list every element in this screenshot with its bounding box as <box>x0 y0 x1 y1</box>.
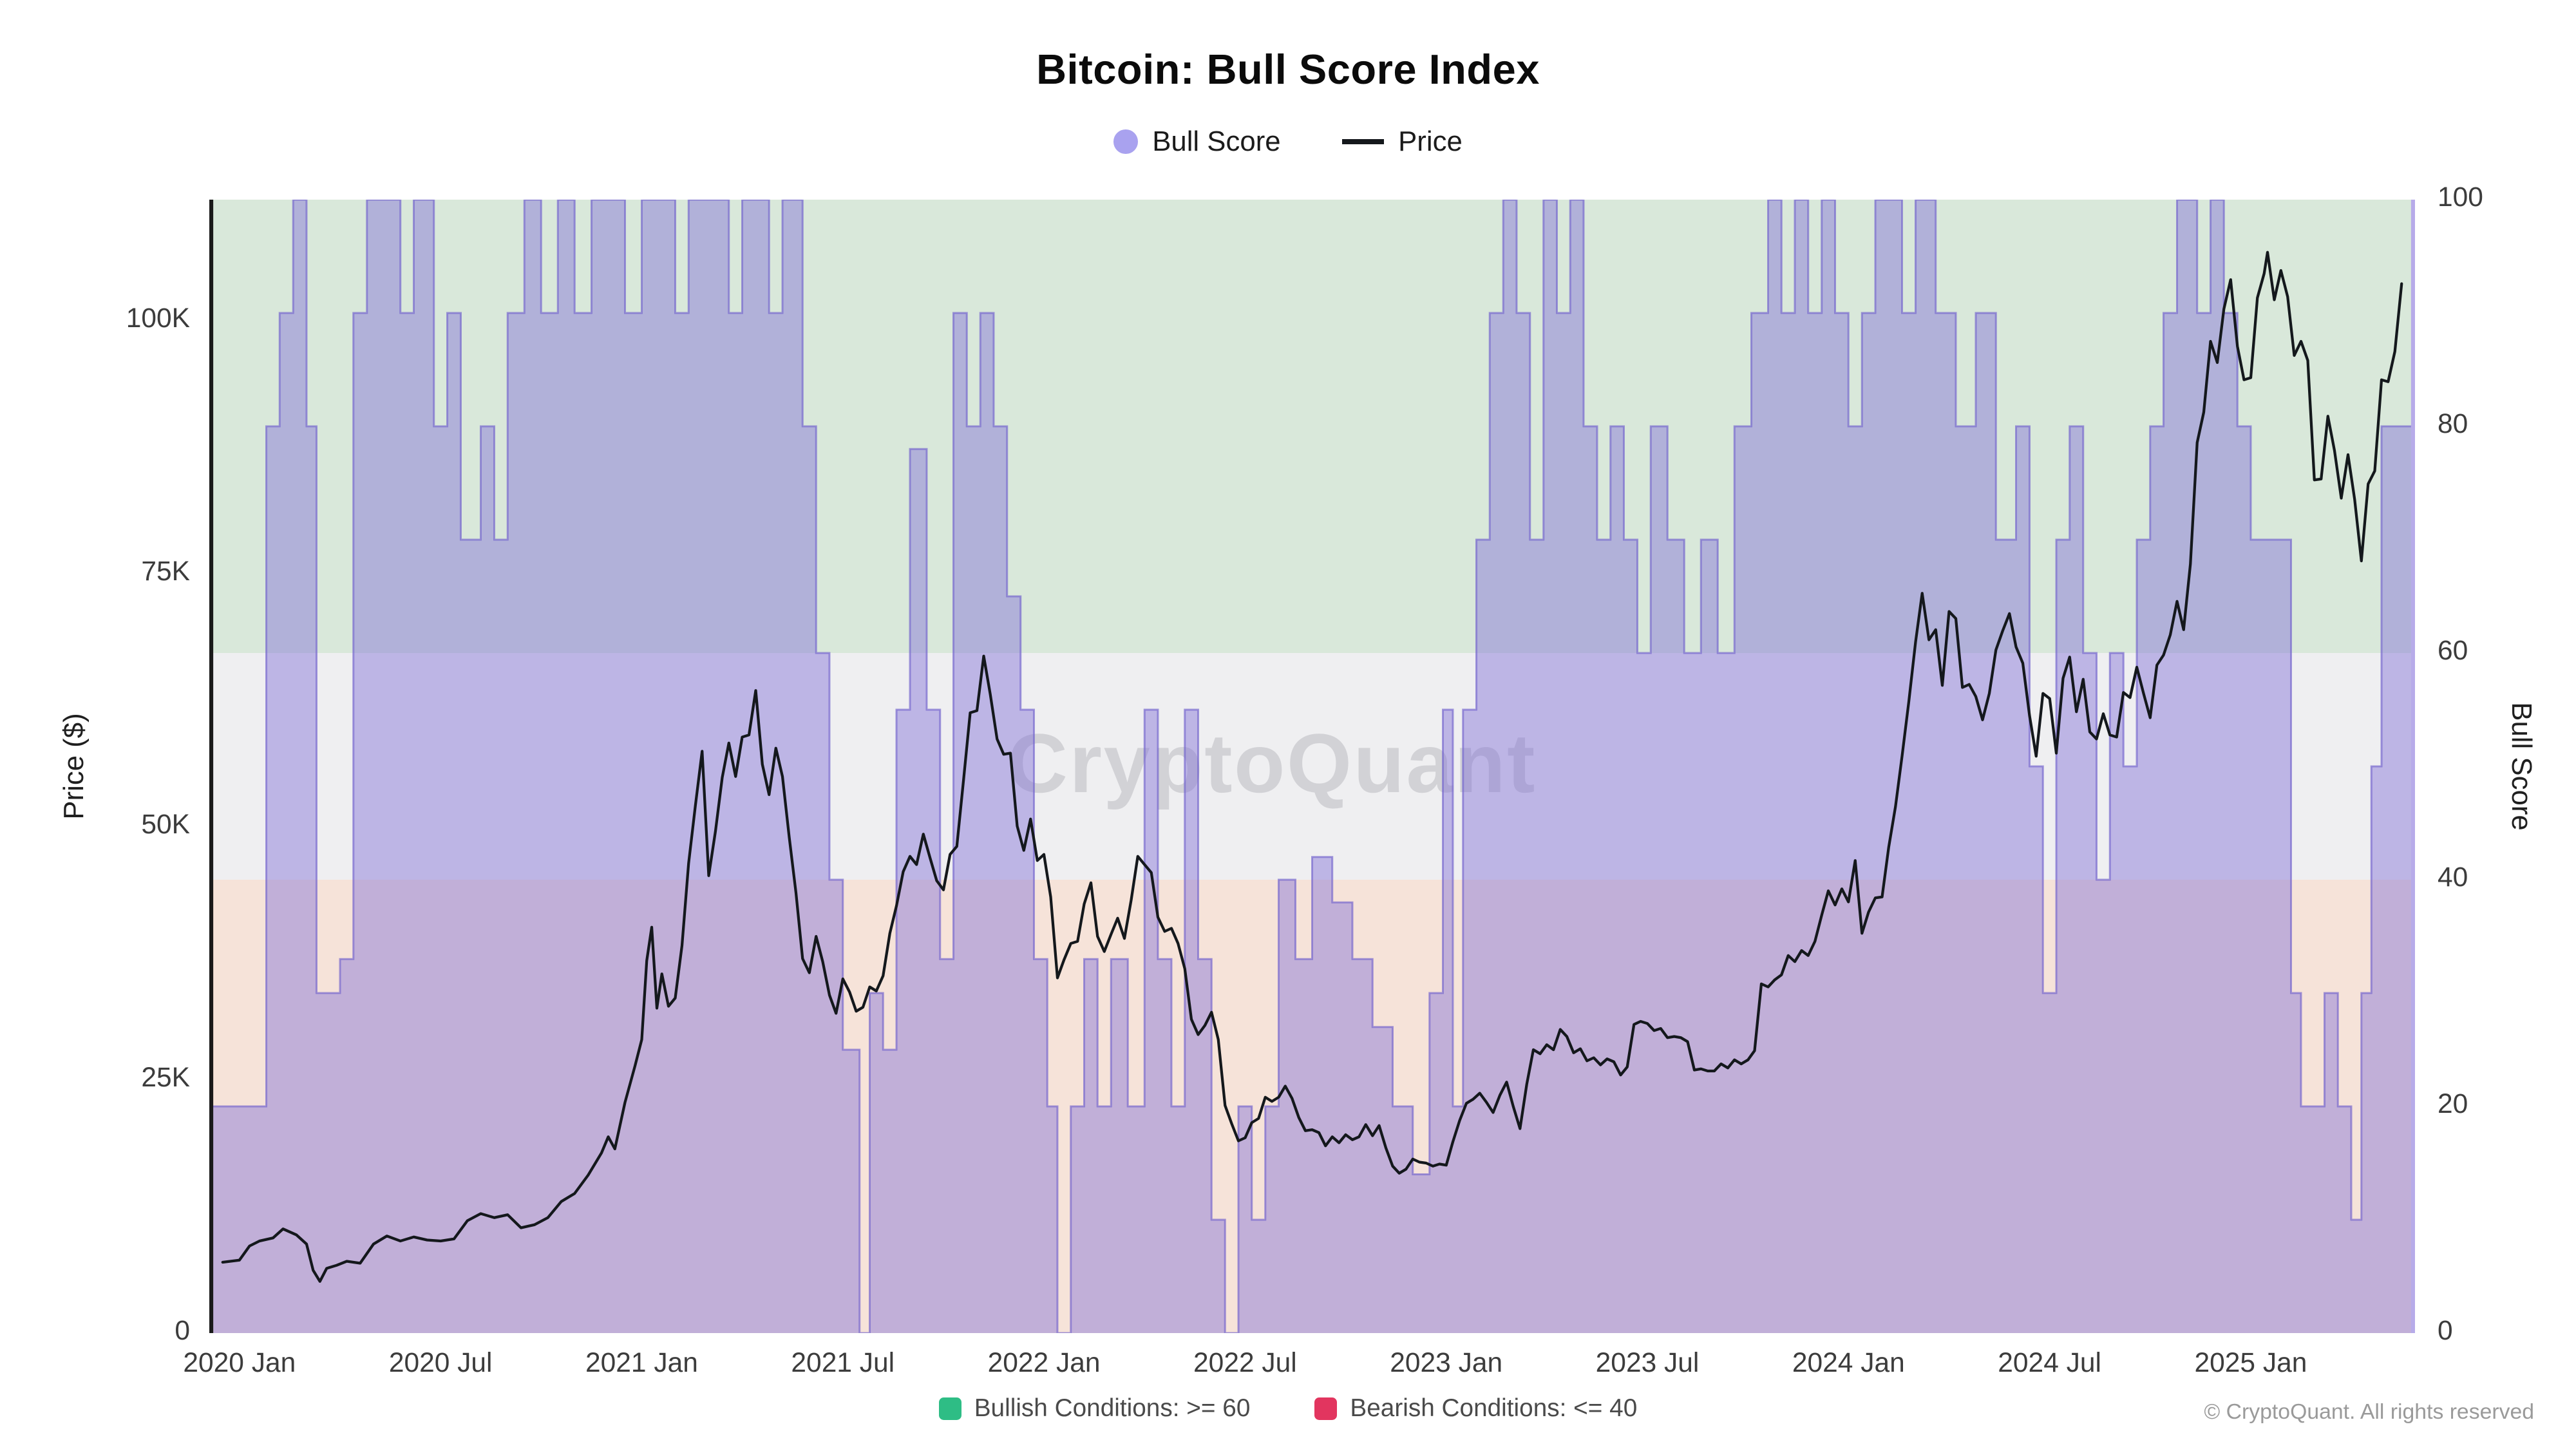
watermark: CryptoQuant <box>1007 716 1537 810</box>
conditions-legend: Bullish Conditions: >= 60 Bearish Condit… <box>0 1394 2576 1423</box>
x-tick-label: 2021 Jan <box>585 1347 698 1378</box>
x-tick-label: 2020 Jul <box>388 1347 493 1378</box>
x-tick-label: 2021 Jul <box>791 1347 895 1378</box>
score-tick-label: 20 <box>2438 1088 2468 1119</box>
score-tick-label: 80 <box>2438 408 2468 439</box>
price-swatch-icon <box>1341 139 1384 144</box>
x-tick-label: 2023 Jul <box>1595 1347 1700 1378</box>
bearish-swatch-icon <box>1314 1397 1338 1420</box>
price-tick-label: 25K <box>141 1062 190 1093</box>
legend-item-bull-score[interactable]: Bull Score <box>1113 126 1281 158</box>
series-legend: Bull Score Price <box>0 126 2576 158</box>
bull-score-outline <box>209 200 2412 1333</box>
bearish-conditions-label: Bearish Conditions: <= 40 <box>1350 1394 1638 1422</box>
x-tick-label: 2020 Jan <box>183 1347 296 1378</box>
score-tick-label: 60 <box>2438 635 2468 666</box>
page-title: Bitcoin: Bull Score Index <box>1036 46 1540 93</box>
price-line <box>221 251 2403 1283</box>
x-tick-label: 2023 Jan <box>1390 1347 1503 1378</box>
bullish-swatch-icon <box>938 1397 961 1420</box>
score-tick-label: 40 <box>2438 862 2468 893</box>
score-axis-title: Bull Score <box>2506 702 2537 831</box>
bull-score-swatch-icon <box>1113 129 1138 154</box>
bull-score-area <box>209 200 2412 1333</box>
price-tick-label: 50K <box>141 809 190 840</box>
score-tick-label: 100 <box>2438 182 2483 213</box>
band-neutral <box>209 653 2415 880</box>
price-tick-label: 100K <box>126 303 190 334</box>
legend-label-price: Price <box>1398 126 1463 157</box>
price-axis-title: Price ($) <box>58 713 90 820</box>
x-tick-label: 2022 Jan <box>987 1347 1101 1378</box>
legend-item-price[interactable]: Price <box>1341 126 1463 158</box>
chart-plot-area: CryptoQuant <box>209 200 2415 1333</box>
bullish-conditions-label: Bullish Conditions: >= 60 <box>974 1394 1251 1422</box>
price-tick-label: 0 <box>175 1315 190 1346</box>
score-tick-label: 0 <box>2438 1315 2453 1346</box>
legend-label-bull-score: Bull Score <box>1152 126 1281 157</box>
x-tick-label: 2025 Jan <box>2194 1347 2307 1378</box>
band-bullish <box>209 200 2415 653</box>
x-tick-label: 2022 Jul <box>1193 1347 1297 1378</box>
x-tick-label: 2024 Jan <box>1792 1347 1905 1378</box>
x-tick-label: 2024 Jul <box>1998 1347 2101 1378</box>
legend-item-bullish-conditions[interactable]: Bullish Conditions: >= 60 <box>938 1394 1251 1423</box>
copyright-notice: © CryptoQuant. All rights reserved <box>2204 1399 2534 1424</box>
legend-item-bearish-conditions[interactable]: Bearish Conditions: <= 40 <box>1314 1394 1637 1423</box>
price-tick-label: 75K <box>141 556 190 587</box>
